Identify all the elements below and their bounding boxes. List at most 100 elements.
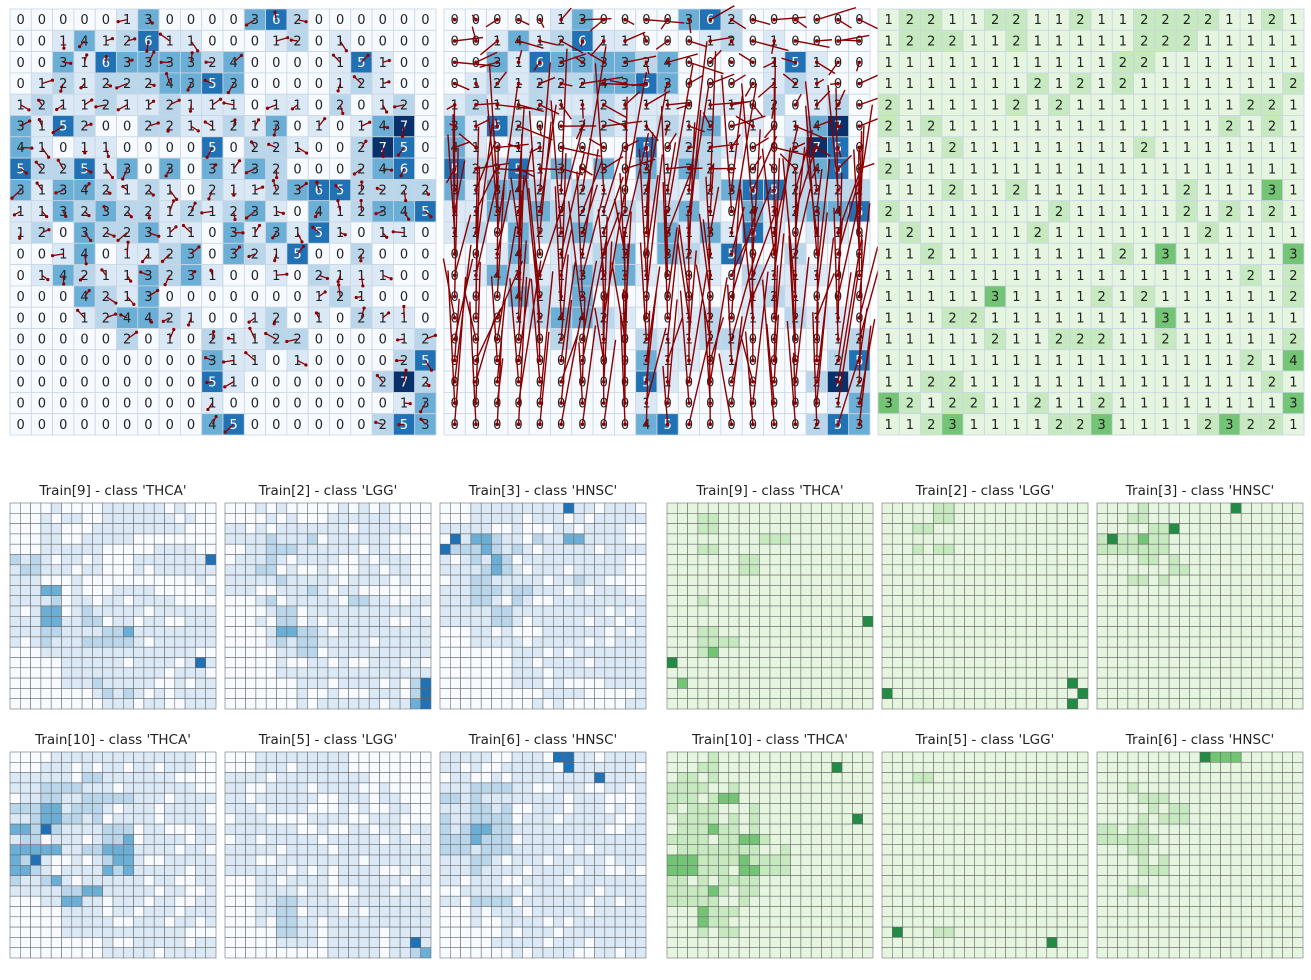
cell-value-label: 1: [885, 418, 893, 433]
cell-value-label: 1: [1183, 311, 1191, 326]
arrow-origin: [836, 379, 840, 384]
sample-cell: [841, 543, 853, 555]
sample-cell: [738, 554, 750, 566]
sample-cell: [677, 636, 688, 648]
cell-value-label: 0: [17, 269, 25, 284]
arrow-head: [285, 272, 289, 276]
sample-panel-title: Train[9] - class 'THCA': [695, 483, 843, 499]
sample-cell: [902, 564, 914, 576]
cell-value-label: 1: [1140, 247, 1148, 262]
sample-cell: [810, 626, 822, 638]
sample-cell: [368, 667, 380, 679]
sample-cell: [71, 574, 83, 586]
sample-cell: [195, 564, 206, 576]
sample-cell: [666, 667, 678, 679]
cell-value-label: 1: [272, 269, 280, 284]
cell-value-label: 1: [948, 120, 956, 135]
sample-cell: [749, 698, 760, 710]
cell-value-label: 0: [230, 13, 238, 28]
cell-value-label: 0: [17, 375, 25, 390]
cell-value-label: 0: [80, 13, 88, 28]
sample-cell: [749, 595, 760, 607]
sample-cell: [974, 523, 986, 535]
sample-cell: [1036, 543, 1048, 555]
sample-cell: [20, 636, 31, 648]
arrow-head: [64, 214, 68, 218]
sample-cell: [112, 523, 124, 535]
sample-cell: [749, 543, 760, 555]
sample-cell: [780, 626, 791, 638]
arrow-head: [402, 304, 406, 309]
sample-cell: [707, 595, 719, 607]
cell-value-label: 0: [400, 290, 408, 305]
sample-cell: [133, 646, 145, 658]
sample-cell: [224, 502, 236, 514]
cell-value-label: 2: [1268, 98, 1276, 113]
arrow-origin: [751, 17, 755, 22]
sample-cell: [800, 523, 812, 535]
sample-cell: [852, 677, 863, 689]
cell-value-label: 1: [1034, 247, 1042, 262]
cell-value-label: 2: [1247, 418, 1255, 433]
cell-value-label: 1: [38, 77, 46, 92]
arrow-head: [85, 53, 89, 57]
sample-cell: [800, 626, 812, 638]
arrow-origin: [516, 145, 521, 150]
arrow-head: [18, 236, 22, 240]
arrow-origin: [538, 379, 542, 384]
sample-cell: [831, 595, 843, 607]
sample-cell: [164, 626, 176, 638]
cell-value-label: 1: [885, 226, 893, 241]
cell-value-label: 1: [1268, 269, 1276, 284]
cell-value-label: 2: [1012, 13, 1020, 28]
sample-cell: [40, 574, 52, 586]
arrow-head: [400, 134, 405, 138]
sample-cell: [964, 533, 975, 545]
cell-value-label: 1: [1247, 333, 1255, 348]
cell-value-label: 1: [1055, 269, 1063, 284]
sample-cell: [368, 636, 380, 648]
arrow-origin: [665, 188, 670, 192]
sample-cell: [286, 543, 298, 555]
cell-value-label: 0: [315, 418, 323, 433]
cell-value-label: 1: [1161, 56, 1169, 71]
cell-value-label: 3: [948, 418, 956, 433]
cell-value-label: 1: [1119, 333, 1127, 348]
sample-cell: [841, 616, 853, 627]
cell-value-label: 2: [1140, 141, 1148, 156]
cell-value-label: 1: [906, 354, 914, 369]
cell-value-label: 1: [1289, 375, 1297, 390]
cell-value-label: 2: [885, 162, 893, 177]
arrow-origin: [729, 166, 734, 171]
sample-cell: [92, 646, 103, 658]
cell-value-label: 0: [315, 56, 323, 71]
sample-cell: [995, 523, 1006, 535]
arrow-head: [391, 230, 395, 234]
cell-value-label: 0: [17, 354, 25, 369]
arrow-origin: [708, 124, 713, 128]
sample-cell: [317, 502, 329, 514]
cell-value-label: 0: [421, 141, 429, 156]
cell-value-label: 1: [1183, 375, 1191, 390]
arrow-head: [273, 10, 277, 14]
cell-value-label: 2: [927, 13, 935, 28]
sample-cell: [296, 657, 308, 669]
sample-cell: [195, 502, 206, 514]
sample-cell: [922, 533, 934, 545]
cell-value-label: 1: [1183, 354, 1191, 369]
sample-cell: [286, 677, 298, 689]
sample-cell: [420, 523, 432, 535]
arrow-head: [289, 38, 293, 42]
sample-cell: [862, 543, 874, 555]
cell-value-label: 1: [1076, 141, 1084, 156]
sample-cell: [800, 595, 812, 607]
sample-cell: [276, 605, 288, 617]
sample-cell: [933, 533, 945, 545]
sample-cell: [112, 616, 124, 627]
arrow-head: [247, 254, 251, 259]
sample-cell: [841, 554, 853, 566]
sample-cell: [1077, 554, 1089, 566]
cell-value-label: 1: [1140, 120, 1148, 135]
sample-cell: [389, 574, 401, 586]
arrow-origin: [538, 422, 542, 427]
